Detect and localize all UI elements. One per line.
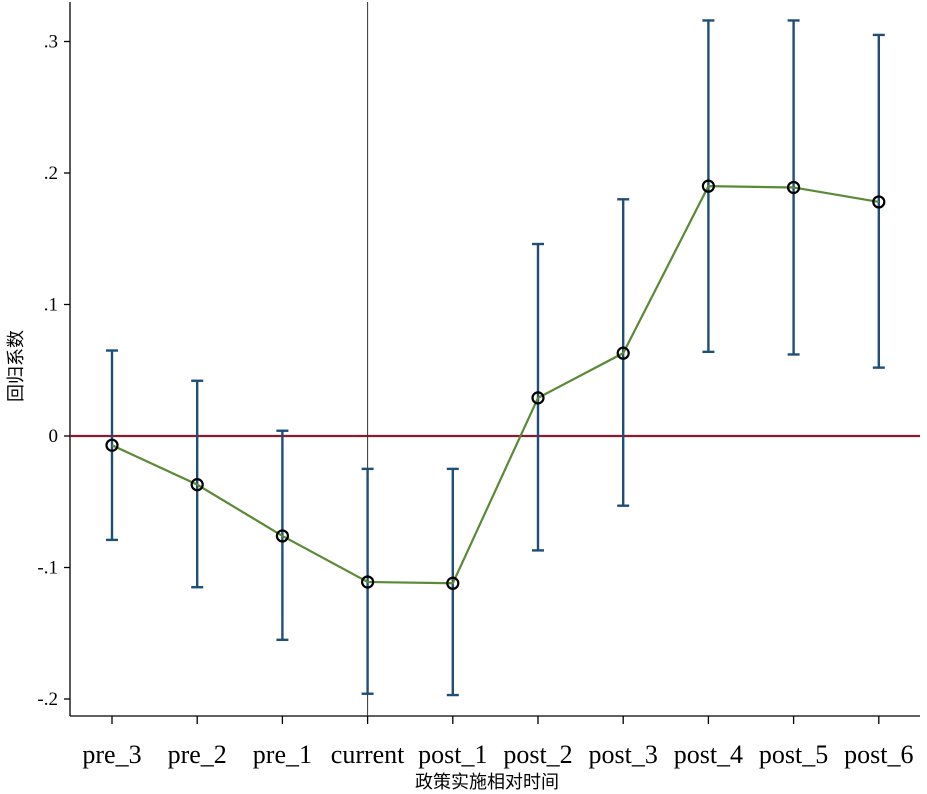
x-tick-label: pre_3 — [82, 740, 141, 769]
x-tick-label: post_6 — [844, 740, 913, 769]
data-point — [105, 438, 119, 452]
x-tick-label: pre_2 — [168, 740, 227, 769]
series-points — [105, 179, 886, 590]
data-point — [190, 478, 204, 492]
x-tick-label: post_2 — [503, 740, 572, 769]
confidence-intervals — [106, 19, 885, 697]
x-axis-title: 政策实施相对时间 — [415, 772, 559, 793]
series-line — [111, 185, 879, 585]
x-tick-label: post_3 — [589, 740, 658, 769]
y-tick-label: 0 — [49, 426, 59, 447]
data-point — [872, 195, 886, 209]
data-point — [446, 576, 460, 590]
x-tick-label: pre_1 — [253, 740, 312, 769]
y-tick-label: -.2 — [37, 689, 58, 710]
data-point — [531, 391, 545, 405]
x-tick-label: post_4 — [674, 740, 743, 769]
y-tick-label: .1 — [44, 295, 58, 316]
coefficient-line — [111, 185, 879, 585]
data-point — [275, 529, 289, 543]
x-tick-label: post_1 — [418, 740, 487, 769]
y-tick-label: .3 — [44, 32, 58, 53]
data-point — [701, 179, 716, 193]
tick-labels: -.2 -.1 0 .1 .2 .3 pre_3 pre_2 pre_1 current post_… — [37, 32, 913, 770]
axes — [64, 2, 920, 724]
x-tick-label: post_5 — [759, 740, 828, 769]
y-axis-title: 回归系数 — [6, 330, 27, 402]
data-point — [361, 575, 375, 589]
data-point — [616, 346, 630, 360]
data-point — [786, 180, 801, 195]
y-tick-label: -.1 — [37, 558, 58, 579]
y-tick-label: .2 — [44, 163, 58, 184]
x-tick-label: current — [331, 740, 405, 769]
